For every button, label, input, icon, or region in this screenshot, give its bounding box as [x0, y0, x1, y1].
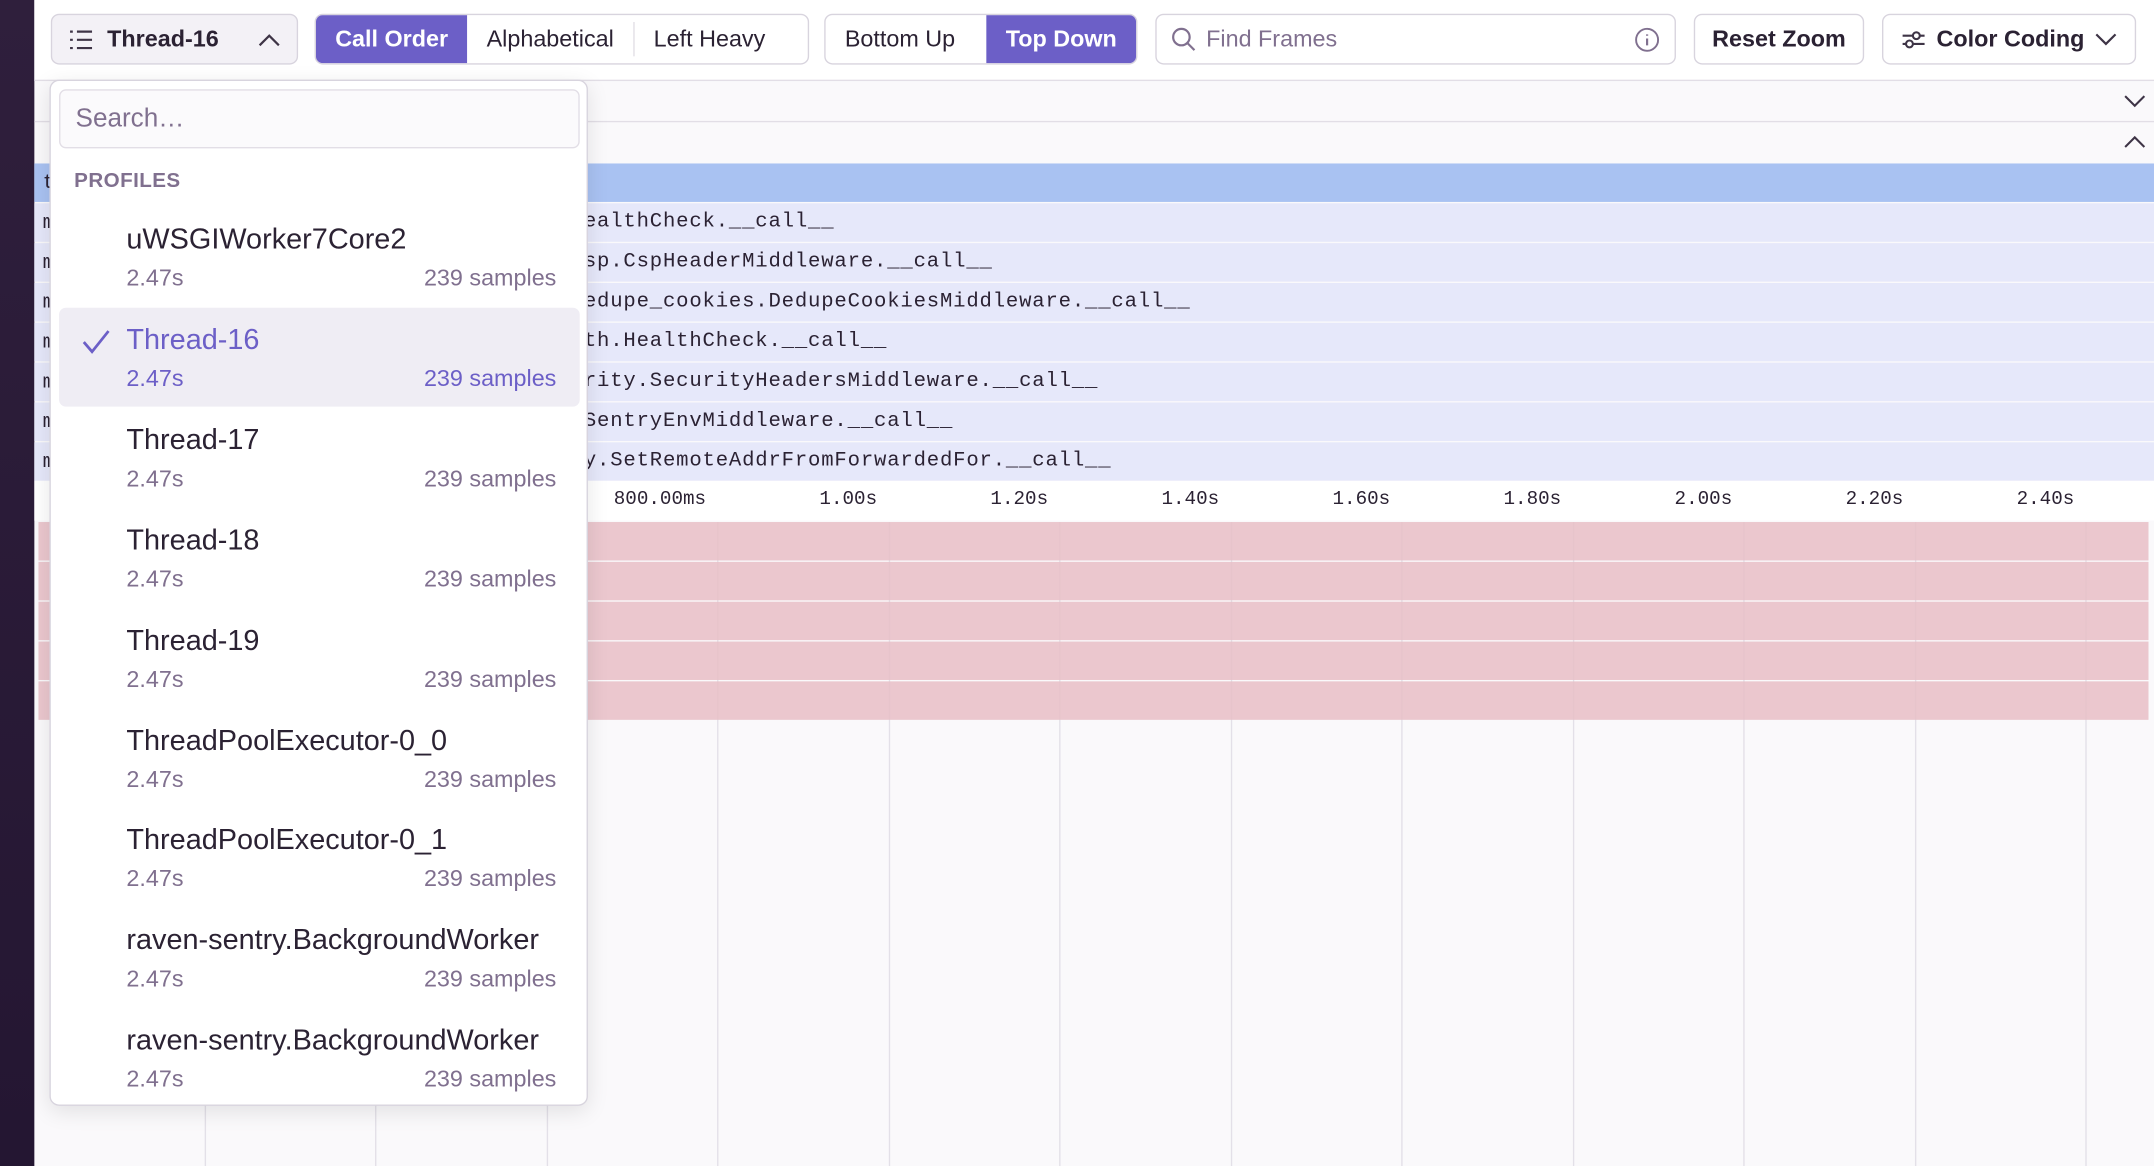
profile-duration: 2.47s: [126, 1066, 183, 1093]
profile-dropdown: Search… PROFILES uWSGIWorker7Core22.47s2…: [49, 80, 587, 1106]
profile-name: uWSGIWorker7Core2: [126, 224, 406, 257]
time-tick: 2.00s: [1675, 489, 1733, 511]
profile-duration: 2.47s: [126, 866, 183, 893]
profile-samples: 239 samples: [424, 866, 556, 893]
profile-list: uWSGIWorker7Core22.47s239 samplesThread-…: [51, 81, 587, 1104]
profile-duration: 2.47s: [126, 666, 183, 693]
time-tick: 1.20s: [990, 489, 1048, 511]
time-tick: 1.00s: [819, 489, 877, 511]
profile-name: Thread-19: [126, 624, 259, 657]
time-tick: 1.80s: [1504, 489, 1562, 511]
profile-duration: 2.47s: [126, 766, 183, 793]
profile-item[interactable]: raven-sentry.BackgroundWorker 2.47s 239 sa…: [59, 908, 580, 1007]
frame-label: edupe_cookies.DedupeCookiesMiddleware.__…: [584, 290, 1191, 313]
profile-name: Thread-18: [126, 524, 259, 557]
profile-name: Thread-16: [126, 324, 259, 357]
profile-name: ThreadPoolExecutor-0_1: [126, 825, 447, 858]
profile-name: ThreadPoolExecutor-0_0: [126, 725, 447, 758]
time-tick: 800.00ms: [614, 489, 706, 511]
time-tick: 2.20s: [1846, 489, 1904, 511]
profile-samples: 239 samples: [424, 966, 556, 993]
profile-item[interactable]: Thread-19 2.47s 239 samples: [59, 608, 580, 707]
profile-item[interactable]: raven-sentry.BackgroundWorker 2.47s 239 sa…: [59, 1009, 580, 1108]
profile-samples: 239 samples: [424, 566, 556, 593]
frame-label: rity.SecurityHeadersMiddleware.__call__: [584, 370, 1098, 393]
profile-item[interactable]: uWSGIWorker7Core2 2.47s 239 samples: [59, 207, 580, 306]
profile-samples: 239 samples: [424, 365, 556, 392]
profile-duration: 2.47s: [126, 966, 183, 993]
frame-label: y.SetRemoteAddrFromForwardedFor.__call__: [584, 449, 1112, 472]
profile-samples: 239 samples: [424, 666, 556, 693]
profile-duration: 2.47s: [126, 465, 183, 492]
frame-label: th.HealthCheck.__call__: [584, 330, 887, 353]
profile-item[interactable]: Thread-17 2.47s 239 samples: [59, 408, 580, 507]
check-icon: [82, 330, 109, 355]
profile-item[interactable]: ThreadPoolExecutor-0_1 2.47s 239 samples: [59, 808, 580, 907]
time-tick: 2.40s: [2017, 489, 2075, 511]
profile-duration: 2.47s: [126, 365, 183, 392]
profile-duration: 2.47s: [126, 566, 183, 593]
frame-label: ealthCheck.__call__: [584, 210, 835, 233]
time-tick: 1.60s: [1332, 489, 1390, 511]
profile-name: raven-sentry.BackgroundWorker: [126, 1025, 539, 1058]
profile-item[interactable]: Thread-16 2.47s 239 samples: [59, 308, 580, 407]
profile-duration: 2.47s: [126, 265, 183, 292]
profile-name: raven-sentry.BackgroundWorker: [126, 925, 539, 958]
profile-samples: 239 samples: [424, 1066, 556, 1093]
profile-item[interactable]: Thread-18 2.47s 239 samples: [59, 508, 580, 607]
profile-samples: 239 samples: [424, 465, 556, 492]
profile-samples: 239 samples: [424, 766, 556, 793]
profile-name: Thread-17: [126, 424, 259, 457]
frame-label: sp.CspHeaderMiddleware.__call__: [584, 250, 993, 273]
time-tick: 1.40s: [1161, 489, 1219, 511]
profile-samples: 239 samples: [424, 265, 556, 292]
profile-item[interactable]: ThreadPoolExecutor-0_0 2.47s 239 samples: [59, 708, 580, 807]
frame-label: SentryEnvMiddleware.__call__: [584, 409, 953, 432]
